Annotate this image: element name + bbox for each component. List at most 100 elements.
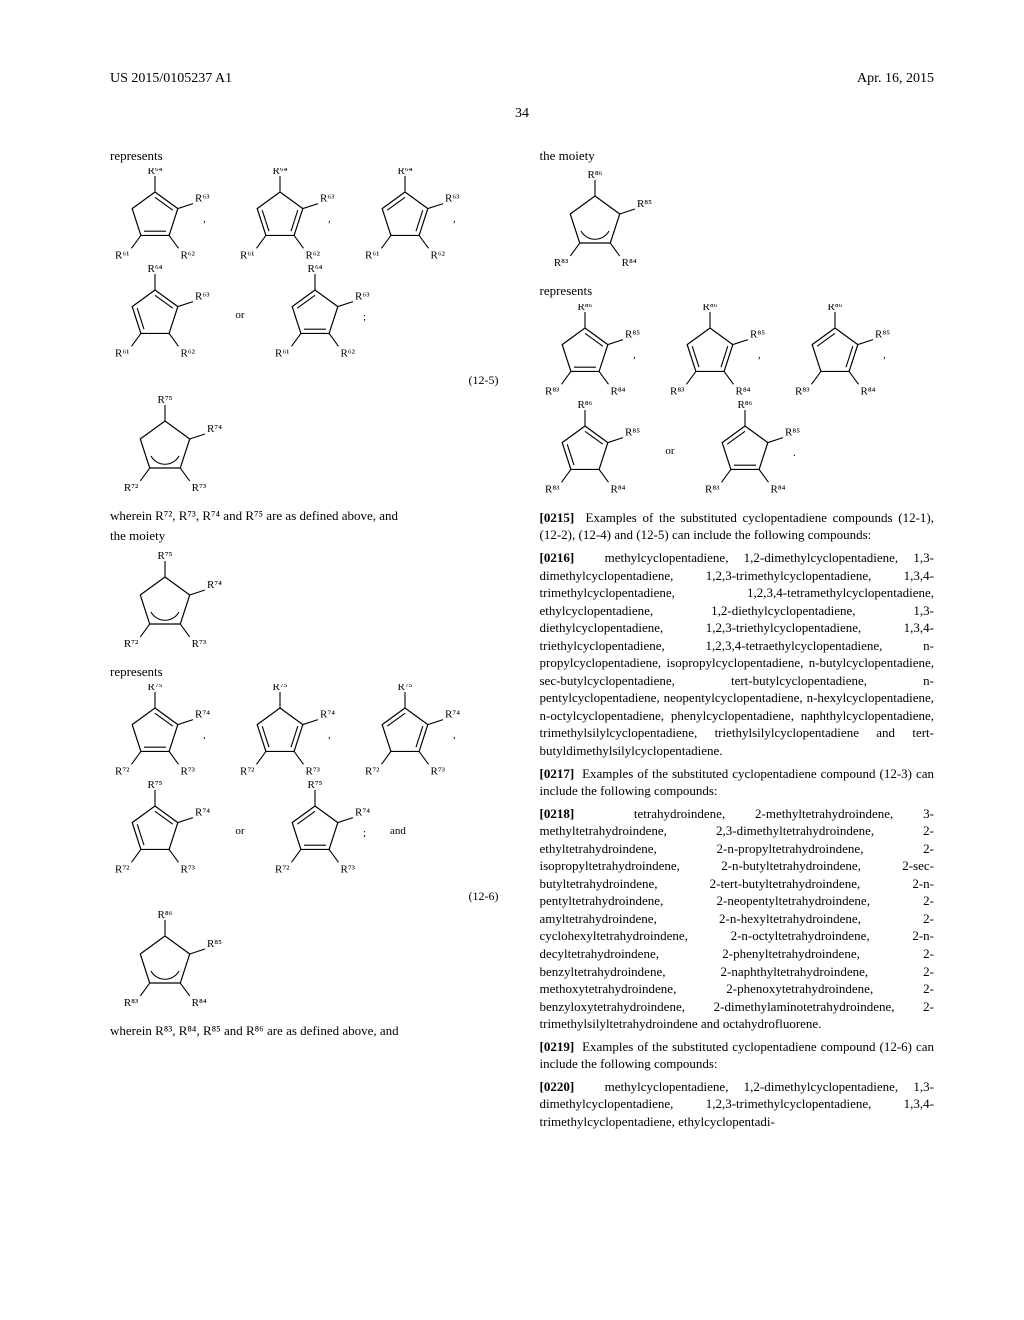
svg-text:R⁶²: R⁶²	[431, 250, 446, 262]
svg-text:R⁶⁴: R⁶⁴	[397, 168, 412, 177]
svg-text:R⁷⁵: R⁷⁵	[157, 550, 172, 562]
svg-text:R⁷⁵: R⁷⁵	[147, 684, 162, 693]
svg-text:R⁶³: R⁶³	[355, 291, 370, 303]
two-column-layout: represents R⁶¹ R⁶² R⁶³ R⁶⁴, R⁶¹ R⁶² R⁶³ R⁶⁴, R⁶¹…	[110, 144, 934, 1136]
svg-text:R⁷²: R⁷²	[240, 766, 255, 778]
svg-text:R⁷⁴: R⁷⁴	[195, 807, 210, 819]
svg-text:R⁸⁶: R⁸⁶	[157, 909, 172, 921]
para-0219: [0219] Examples of the substituted cyclo…	[540, 1038, 935, 1073]
page-number: 34	[110, 105, 934, 124]
formula-12-5: (12-5)	[110, 372, 499, 388]
formula-12-6: (12-6)	[110, 888, 499, 904]
svg-text:or: or	[235, 309, 245, 321]
svg-moiety-8386b: R⁸³R⁸⁴R⁸⁵R⁸⁶	[540, 168, 680, 278]
svg-text:R⁷²: R⁷²	[124, 638, 139, 650]
svg-text:;: ;	[363, 827, 366, 839]
svg-text:R⁷³: R⁷³	[192, 481, 207, 493]
svg-text:R⁷⁴: R⁷⁴	[355, 807, 370, 819]
diagram-r7275-set: R⁷² R⁷³ R⁷⁴ R⁷⁵, R⁷² R⁷³ R⁷⁴ R⁷⁵, R⁷² R⁷³ R⁷⁴ R⁷⁵, R…	[110, 684, 505, 884]
svg-text:R⁶³: R⁶³	[320, 193, 335, 205]
left-represents-2: represents	[110, 663, 505, 681]
para-0218: [0218] tetrahydroindene, 2-methyltetrahy…	[540, 805, 935, 1033]
svg-text:R⁸⁵: R⁸⁵	[625, 427, 640, 439]
left-represents-1: represents	[110, 147, 505, 165]
para-0215: [0215] Examples of the substituted cyclo…	[540, 509, 935, 544]
svg-text:or: or	[235, 825, 245, 837]
svg-text:,: ,	[453, 213, 456, 225]
svg-text:R⁶³: R⁶³	[195, 291, 210, 303]
para-0216-num: [0216]	[540, 550, 575, 565]
svg-moiety-7275b: R⁷² R⁷³ R⁷⁴ R⁷⁵	[110, 549, 250, 659]
svg-text:R⁸⁵: R⁸⁵	[207, 938, 222, 950]
svg-text:R⁸⁵: R⁸⁵	[625, 329, 640, 341]
svg-text:R⁷⁴: R⁷⁴	[445, 709, 460, 721]
svg-text:,: ,	[883, 349, 886, 361]
diagram-moiety-8386-right: R⁸³R⁸⁴R⁸⁵R⁸⁶	[540, 168, 935, 278]
svg-r8386-set: R⁸³R⁸⁴R⁸⁵R⁸⁶,R⁸³R⁸⁴R⁸⁵R⁸⁶,R⁸³R⁸⁴R⁸⁵R⁸⁶,R…	[540, 304, 920, 504]
svg-text:R⁷²: R⁷²	[115, 864, 130, 876]
svg-text:R⁶⁴: R⁶⁴	[147, 263, 162, 275]
right-column: the moiety R⁸³R⁸⁴R⁸⁵R⁸⁶ represents R⁸³R⁸…	[540, 144, 935, 1136]
svg-text:R⁷⁴: R⁷⁴	[195, 709, 210, 721]
svg-text:R⁸⁴: R⁸⁴	[735, 385, 750, 397]
svg-text:R⁶³: R⁶³	[195, 193, 210, 205]
svg-text:R⁷³: R⁷³	[192, 638, 207, 650]
svg-text:R⁸³: R⁸³	[545, 385, 560, 397]
para-0220-text: methylcyclopentadiene, 1,2-dimethylcyclo…	[540, 1079, 935, 1129]
svg-text:R⁷⁵: R⁷⁵	[272, 684, 287, 693]
svg-text:R⁷²: R⁷²	[115, 766, 130, 778]
svg-text:R⁸⁴: R⁸⁴	[860, 385, 875, 397]
para-0219-text: Examples of the substituted cyclopentadi…	[540, 1039, 935, 1072]
svg-text:R⁸³: R⁸³	[795, 385, 810, 397]
left-caption-126: wherein R⁸³, R⁸⁴, R⁸⁵ and R⁸⁶ are as def…	[110, 1022, 505, 1040]
svg-text:R⁶¹: R⁶¹	[240, 250, 254, 262]
doc-date: Apr. 16, 2015	[857, 70, 934, 89]
svg-text:R⁶²: R⁶²	[181, 348, 196, 360]
para-0220: [0220] methylcyclopentadiene, 1,2-dimeth…	[540, 1078, 935, 1131]
svg-text:R⁶³: R⁶³	[445, 193, 460, 205]
svg-text:R⁷²: R⁷²	[365, 766, 380, 778]
page: US 2015/0105237 A1 Apr. 16, 2015 34 repr…	[0, 0, 1024, 1320]
svg-text:R⁸³: R⁸³	[670, 385, 685, 397]
svg-text:,: ,	[328, 213, 331, 225]
svg-text:R⁷⁵: R⁷⁵	[307, 779, 322, 791]
page-header: US 2015/0105237 A1 Apr. 16, 2015	[110, 70, 934, 89]
svg-text:R⁷⁵: R⁷⁵	[147, 779, 162, 791]
svg-text:R⁷⁵: R⁷⁵	[157, 394, 172, 406]
para-0218-text: tetrahydroindene, 2-methyltetrahydroinde…	[540, 806, 935, 1032]
svg-r7275-set: R⁷² R⁷³ R⁷⁴ R⁷⁵, R⁷² R⁷³ R⁷⁴ R⁷⁵, R⁷² R⁷³ R⁷⁴ R⁷⁵, R…	[110, 684, 490, 884]
svg-text:R⁶²: R⁶²	[181, 250, 196, 262]
svg-text:R⁸⁶: R⁸⁶	[827, 304, 842, 313]
svg-text:,: ,	[328, 729, 331, 741]
svg-text:R⁷⁴: R⁷⁴	[207, 579, 222, 591]
svg-text:R⁷³: R⁷³	[431, 766, 446, 778]
svg-text:R⁶¹: R⁶¹	[115, 348, 129, 360]
diagram-r6164-set: R⁶¹R⁶²R⁶³R⁶⁴,R⁶¹R⁶²R⁶³R⁶⁴,R⁶¹R⁶²R⁶³R⁶⁴,R…	[110, 168, 505, 368]
para-0217: [0217] Examples of the substituted cyclo…	[540, 765, 935, 800]
svg-text:R⁶⁴: R⁶⁴	[272, 168, 287, 177]
svg-text:R⁸⁵: R⁸⁵	[636, 198, 651, 210]
svg-text:,: ,	[203, 729, 206, 741]
para-0217-text: Examples of the substituted cyclopentadi…	[540, 766, 935, 799]
svg-text:R⁶²: R⁶²	[341, 348, 356, 360]
svg-text:R⁷²: R⁷²	[124, 481, 139, 493]
svg-text:;: ;	[363, 311, 366, 323]
svg-text:,: ,	[453, 729, 456, 741]
svg-text:R⁶¹: R⁶¹	[275, 348, 289, 360]
svg-text:R⁶¹: R⁶¹	[115, 250, 129, 262]
doc-number: US 2015/0105237 A1	[110, 70, 232, 89]
para-0215-text: Examples of the substituted cyclopentadi…	[540, 510, 935, 543]
svg-text:and: and	[390, 825, 406, 837]
svg-text:R⁸⁶: R⁸⁶	[737, 399, 752, 411]
diagram-moiety-7275: R⁷²R⁷³R⁷⁴R⁷⁵	[110, 393, 505, 503]
svg-text:R⁸³: R⁸³	[553, 257, 568, 269]
svg-text:R⁸⁴: R⁸⁴	[770, 483, 785, 495]
svg-text:.: .	[793, 447, 796, 459]
svg-text:R⁷³: R⁷³	[341, 864, 356, 876]
svg-text:R⁶⁴: R⁶⁴	[307, 263, 322, 275]
svg-text:R⁸⁶: R⁸⁶	[577, 304, 592, 313]
svg-text:or: or	[665, 445, 675, 457]
svg-text:R⁶¹: R⁶¹	[365, 250, 379, 262]
svg-text:,: ,	[633, 349, 636, 361]
svg-text:R⁷³: R⁷³	[306, 766, 321, 778]
